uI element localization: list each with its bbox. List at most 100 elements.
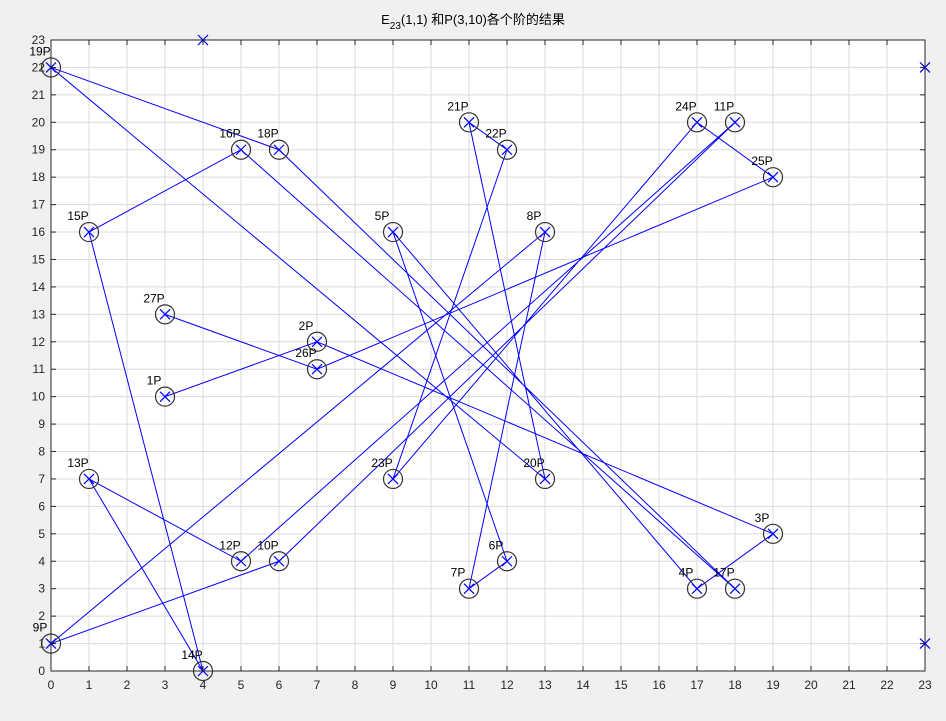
multiple-point-label: 11P <box>714 99 734 113</box>
curve-point-marker <box>159 308 171 320</box>
curve-point-marker <box>387 473 399 485</box>
multiple-point-label: 3P <box>755 511 770 525</box>
y-tick-label: 21 <box>32 88 46 102</box>
x-tick-label: 20 <box>804 678 818 692</box>
marker-stroke <box>539 226 551 238</box>
curve-point-marker <box>691 116 703 128</box>
x-tick-label: 8 <box>352 678 359 692</box>
curve-point-marker <box>311 363 323 375</box>
multiple-point-circle <box>306 359 328 380</box>
multiple-point-circle <box>268 551 290 572</box>
x-tick-label: 0 <box>48 678 55 692</box>
x-tick-label: 6 <box>276 678 283 692</box>
multiple-point-circle <box>534 221 556 243</box>
multiple-point-label: 21P <box>447 99 468 113</box>
curve-point-marker <box>235 555 247 567</box>
y-tick-label: 15 <box>32 252 46 266</box>
y-tick-label: 4 <box>38 554 45 568</box>
multiple-point-circle <box>154 386 176 407</box>
multiple-point-label: 4P <box>679 566 694 580</box>
multiple-point-label: 23P <box>371 456 392 470</box>
marker-stroke <box>83 473 95 485</box>
x-tick-label: 10 <box>424 678 438 692</box>
marker-stroke <box>691 583 703 595</box>
curve-point-marker <box>159 391 171 403</box>
multiple-point-label: 16P <box>219 127 240 141</box>
multiple-point-circle <box>382 221 404 243</box>
multiple-point-circle <box>230 139 252 160</box>
marker-stroke <box>387 226 399 238</box>
multiple-point-circle <box>686 578 708 599</box>
x-tick-label: 22 <box>880 678 894 692</box>
multiple-point-label: 7P <box>451 566 466 580</box>
multiple-point-label: 1P <box>147 374 162 388</box>
curve-point-marker <box>387 226 399 238</box>
curve-point-marker <box>235 144 247 156</box>
x-tick-label: 4 <box>200 678 207 692</box>
x-tick-label: 9 <box>390 678 397 692</box>
x-tick-label: 11 <box>463 678 476 692</box>
y-tick-label: 1 <box>38 637 45 651</box>
marker-stroke <box>311 336 323 348</box>
marker-stroke <box>311 363 323 375</box>
marker-stroke <box>235 144 247 156</box>
multiple-point-label: 6P <box>489 538 504 552</box>
marker-stroke <box>273 555 285 567</box>
multiple-point-circle <box>534 468 556 490</box>
multiple-point-label: 25P <box>751 154 772 168</box>
curve-point-marker <box>691 583 703 595</box>
title-prefix: E <box>381 12 390 27</box>
multiple-point-label: 17P <box>713 566 734 580</box>
y-tick-label: 20 <box>32 115 46 129</box>
marker-stroke <box>273 144 285 156</box>
y-tick-label: 7 <box>38 472 45 486</box>
multiple-point-circle <box>268 139 290 160</box>
y-tick-label: 0 <box>38 664 45 678</box>
multiple-point-labels: 1P 2P 3P 4P 5P 6P 7P 8P 9P 10P 11P 12P 13P 14P 15P 16P 1… <box>29 44 772 662</box>
multiple-point-circle <box>306 331 328 352</box>
y-tick-label: 12 <box>32 335 46 349</box>
curve-point-marker <box>729 116 741 128</box>
y-tick-label: 13 <box>32 307 46 321</box>
x-tick-label: 12 <box>500 678 514 692</box>
curve-point-marker <box>539 226 551 238</box>
y-tick-label: 3 <box>38 582 45 596</box>
marker-stroke <box>463 583 475 595</box>
y-tick-label: 6 <box>38 499 45 513</box>
x-tick-label: 13 <box>538 678 552 692</box>
marker-stroke <box>83 226 95 238</box>
multiple-point-label: 10P <box>257 538 278 552</box>
marker-stroke <box>539 473 551 485</box>
title-subscript: 23 <box>390 21 402 32</box>
curve-point-marker <box>767 171 779 183</box>
multiple-point-circle <box>458 112 480 133</box>
multiple-point-label: 12P <box>219 538 240 552</box>
marker-stroke <box>691 116 703 128</box>
multiple-point-circle <box>458 578 480 599</box>
multiple-point-circles <box>40 57 784 682</box>
multiple-point-label: 15P <box>67 209 88 223</box>
x-axis-ticks: 0 1 2 3 4 5 6 7 8 9 10 11 12 13 14 15 16 17 18 19 20 21 22 23 <box>48 40 932 692</box>
axes-background <box>51 40 925 671</box>
multiple-point-label: 22P <box>485 127 506 141</box>
y-tick-label: 8 <box>38 445 45 459</box>
multiple-point-label: 26P <box>295 346 316 360</box>
x-tick-label: 1 <box>86 678 93 692</box>
title-suffix: (1,1) 和P(3,10)各个阶的结果 <box>401 12 565 27</box>
multiple-point-label: 20P <box>523 456 544 470</box>
multiple-point-label: 8P <box>527 209 542 223</box>
curve-point-marker <box>273 144 285 156</box>
multiple-point-circle <box>230 551 252 572</box>
y-tick-label: 11 <box>33 362 46 376</box>
curve-point-marker <box>729 583 741 595</box>
y-tick-label: 9 <box>38 417 45 431</box>
curve-point-marker <box>311 336 323 348</box>
x-tick-label: 23 <box>918 678 932 692</box>
multiple-point-label: 2P <box>299 319 314 333</box>
multiple-point-label: 19P <box>29 44 50 58</box>
y-tick-label: 23 <box>32 33 46 47</box>
multiple-point-circle <box>496 551 518 572</box>
y-tick-label: 18 <box>32 170 46 184</box>
